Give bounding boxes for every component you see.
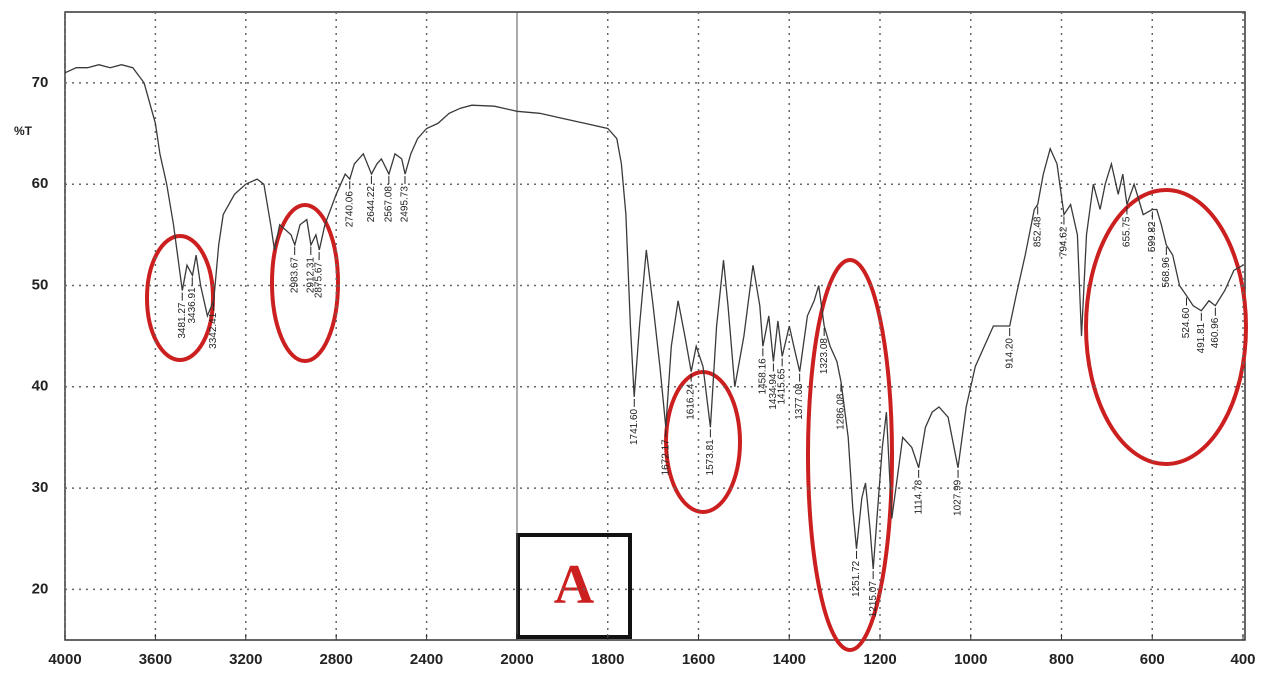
x-tick-label: 2400 [410, 651, 443, 668]
panel-label: A [554, 554, 595, 616]
x-tick-label: 1800 [591, 651, 624, 668]
peak-label: 2567.08 [383, 186, 394, 223]
peak-label: 1741.60 [629, 408, 640, 445]
peak-label: 1415.65 [777, 368, 788, 405]
peak-label: 1286.08 [836, 393, 847, 430]
peak-label: 1251.72 [851, 560, 862, 597]
x-tick-label: 400 [1230, 651, 1255, 668]
x-tick-label: 2000 [500, 651, 533, 668]
peak-label: 2644.22 [366, 186, 377, 223]
y-tick-label: 50 [32, 276, 49, 293]
peak-label: 568.96 [1161, 257, 1172, 288]
highlight-ellipse [270, 203, 340, 363]
peak-label: 914.20 [1004, 338, 1015, 369]
peak-label: 1215.07 [868, 581, 879, 618]
peak-label: 491.81 [1196, 322, 1207, 353]
x-tick-label: 1000 [954, 651, 987, 668]
peak-label: 599.82 [1147, 221, 1158, 252]
peak-label: 1323.08 [819, 338, 830, 375]
peak-label: 460.96 [1210, 317, 1221, 348]
x-tick-label: 2800 [320, 651, 353, 668]
annotations [145, 188, 1248, 652]
peak-label: 1573.81 [705, 439, 716, 476]
x-tick-label: 800 [1049, 651, 1074, 668]
y-axis-label: %T [14, 124, 33, 138]
y-tick-label: 60 [32, 175, 49, 192]
peak-label: 655.75 [1122, 216, 1133, 247]
x-tick-label: 4000 [48, 651, 81, 668]
peak-label: 1114.78 [913, 479, 924, 514]
y-tick-label: 70 [32, 74, 49, 91]
x-tick-label: 3200 [229, 651, 262, 668]
highlight-ellipse [145, 234, 215, 362]
peak-label: 2495.73 [400, 186, 411, 223]
y-tick-label: 20 [32, 580, 49, 597]
peak-label: 1458.16 [758, 358, 769, 395]
peak-label: 2983.67 [289, 257, 300, 294]
y-tick-label: 40 [32, 378, 49, 395]
peak-label: 2875.67 [314, 262, 325, 299]
peak-label: 852.48 [1032, 216, 1043, 247]
x-tick-label: 1200 [863, 651, 896, 668]
panel-box [516, 533, 632, 639]
peak-label: 1377.08 [794, 383, 805, 420]
y-tick-label: 30 [32, 479, 49, 496]
highlight-ellipse [664, 370, 742, 514]
x-tick-label: 1400 [773, 651, 806, 668]
x-tick-label: 3600 [139, 651, 172, 668]
peak-label: 1616.24 [686, 383, 697, 420]
peak-label: 1027.99 [953, 479, 964, 516]
peak-label: 524.60 [1181, 307, 1192, 338]
highlight-ellipse [1084, 188, 1248, 466]
peak-label: 2740.06 [344, 191, 355, 228]
peak-label: 3436.91 [187, 287, 198, 324]
peak-label: 3481.27 [177, 302, 188, 339]
peak-label: 1672.17 [660, 439, 671, 476]
spectrum-line [64, 64, 1244, 570]
peak-label: 3342.41 [208, 312, 219, 349]
highlight-ellipse [806, 258, 894, 652]
x-tick-label: 600 [1140, 651, 1165, 668]
peak-label: 794.62 [1059, 226, 1070, 257]
peak-label: 1434.94 [768, 373, 779, 410]
peak-label: 2912.31 [305, 257, 316, 294]
x-tick-label: 1600 [682, 651, 715, 668]
